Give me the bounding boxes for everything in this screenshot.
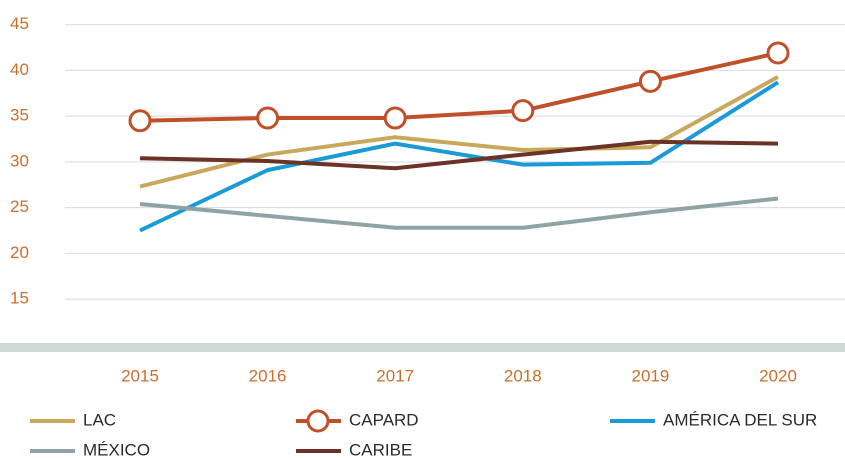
y-tick-label: 15 [10, 289, 29, 308]
point-marker [511, 99, 535, 123]
y-tick-label: 35 [10, 106, 29, 125]
point-marker [638, 69, 662, 93]
series-line [139, 139, 779, 171]
x-tick-label: 2017 [376, 366, 414, 385]
x-tick-label: 2015 [121, 366, 159, 385]
legend-label: CAPARD [349, 410, 419, 429]
series-line [139, 80, 780, 233]
y-tick-label: 25 [10, 197, 29, 216]
y-tick-label: 30 [10, 151, 29, 170]
axis-band [0, 343, 845, 352]
y-tick-label: 40 [10, 60, 29, 79]
legend-label: LAC [83, 410, 116, 429]
legend-marker [306, 409, 330, 433]
y-tick-label: 45 [10, 14, 29, 33]
x-tick-label: 2018 [504, 366, 542, 385]
legend-label: MÉXICO [83, 440, 150, 458]
x-tick-label: 2016 [249, 366, 287, 385]
point-marker [256, 106, 280, 130]
legend-label: CARIBE [349, 440, 412, 458]
point-marker [383, 106, 407, 130]
series-line [139, 196, 779, 230]
y-tick-label: 20 [10, 243, 29, 262]
x-tick-label: 2020 [759, 366, 797, 385]
point-marker [766, 41, 790, 65]
legend-label: AMÉRICA DEL SUR [663, 410, 817, 429]
x-tick-label: 2019 [631, 366, 669, 385]
point-marker [128, 109, 152, 133]
series-line [139, 51, 779, 123]
series-line [139, 75, 779, 189]
